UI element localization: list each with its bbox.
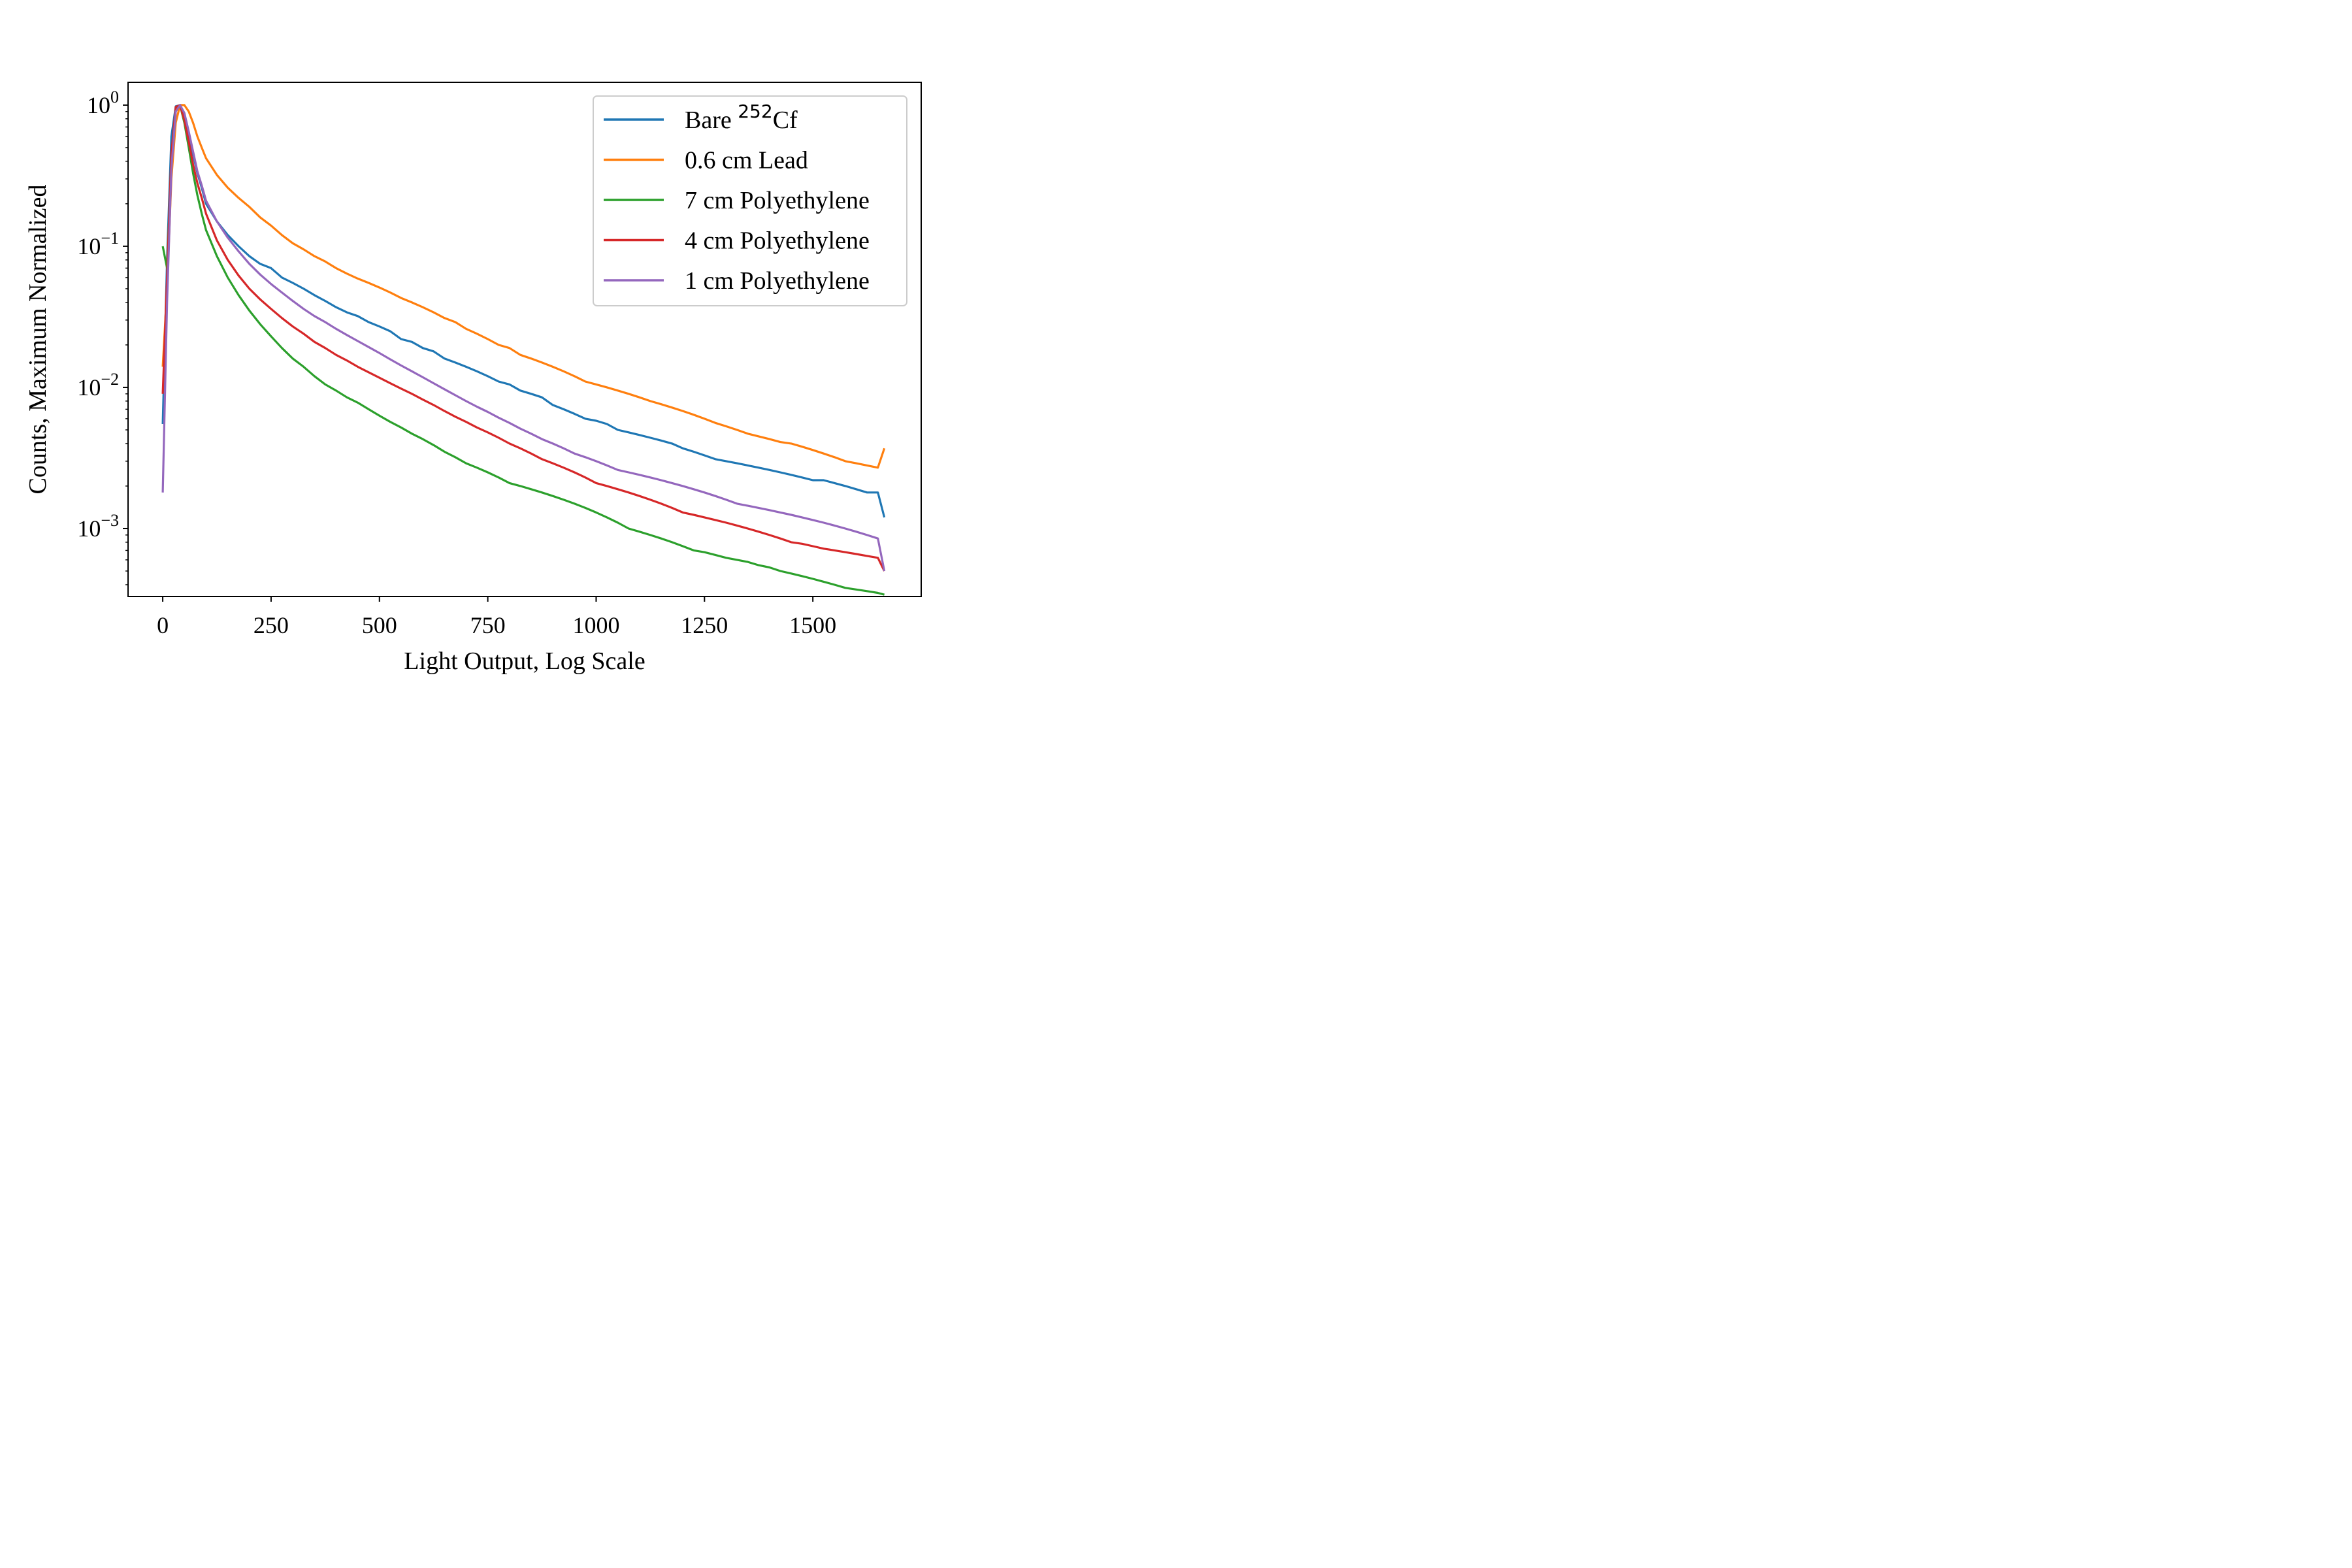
x-tick-label: 1000 [572, 612, 619, 638]
series-line-bare-252cf [161, 104, 886, 518]
legend-label: Bare 252Cf [685, 101, 798, 134]
x-tick-label: 0 [157, 612, 169, 638]
series-line-4-cm-polyethylene [161, 104, 886, 572]
series-line-7-cm-polyethylene [161, 104, 885, 596]
y-tick-label: 10−2 [77, 370, 119, 400]
y-axis-label: Counts, Maximum Normalized [24, 185, 52, 495]
legend-label: 0.6 cm Lead [685, 147, 808, 174]
legend-label: 7 cm Polyethylene [685, 187, 870, 214]
legend-box [593, 95, 907, 306]
series-line-1-cm-polyethylene [161, 104, 886, 572]
plot-frame [127, 82, 922, 597]
chart-svg: 0 250 500 750 1000 1250 1500 100 10−1 10−2 10−3 Li… [24, 82, 922, 675]
x-tick-label: 500 [362, 612, 397, 638]
x-tick-label: 1500 [789, 612, 836, 638]
y-tick-label: 10−1 [77, 229, 119, 259]
x-tick-label: 1250 [681, 612, 728, 638]
x-axis-label: Light Output, Log Scale [404, 647, 645, 675]
legend-label: 4 cm Polyethylene [685, 227, 870, 255]
legend-label: 1 cm Polyethylene [685, 267, 870, 295]
series-line-0-6-cm-lead [161, 104, 886, 469]
series-layer [161, 104, 886, 596]
legend-items: Bare 252Cf 0.6 cm Lead 7 cm Polyethylene 4 … [604, 101, 870, 295]
chart-container: 0 250 500 750 1000 1250 1500 100 10−1 10−2 10−3 Li… [0, 0, 1010, 691]
legend: Bare 252Cf 0.6 cm Lead 7 cm Polyethylene 4 … [593, 95, 907, 306]
x-tick-label: 250 [253, 612, 289, 638]
x-tick-label: 750 [470, 612, 506, 638]
ticks-layer: 0 250 500 750 1000 1250 1500 100 10−1 10−2 10−3 [77, 88, 836, 638]
y-tick-label: 100 [87, 88, 119, 118]
y-tick-label: 10−3 [77, 511, 119, 542]
